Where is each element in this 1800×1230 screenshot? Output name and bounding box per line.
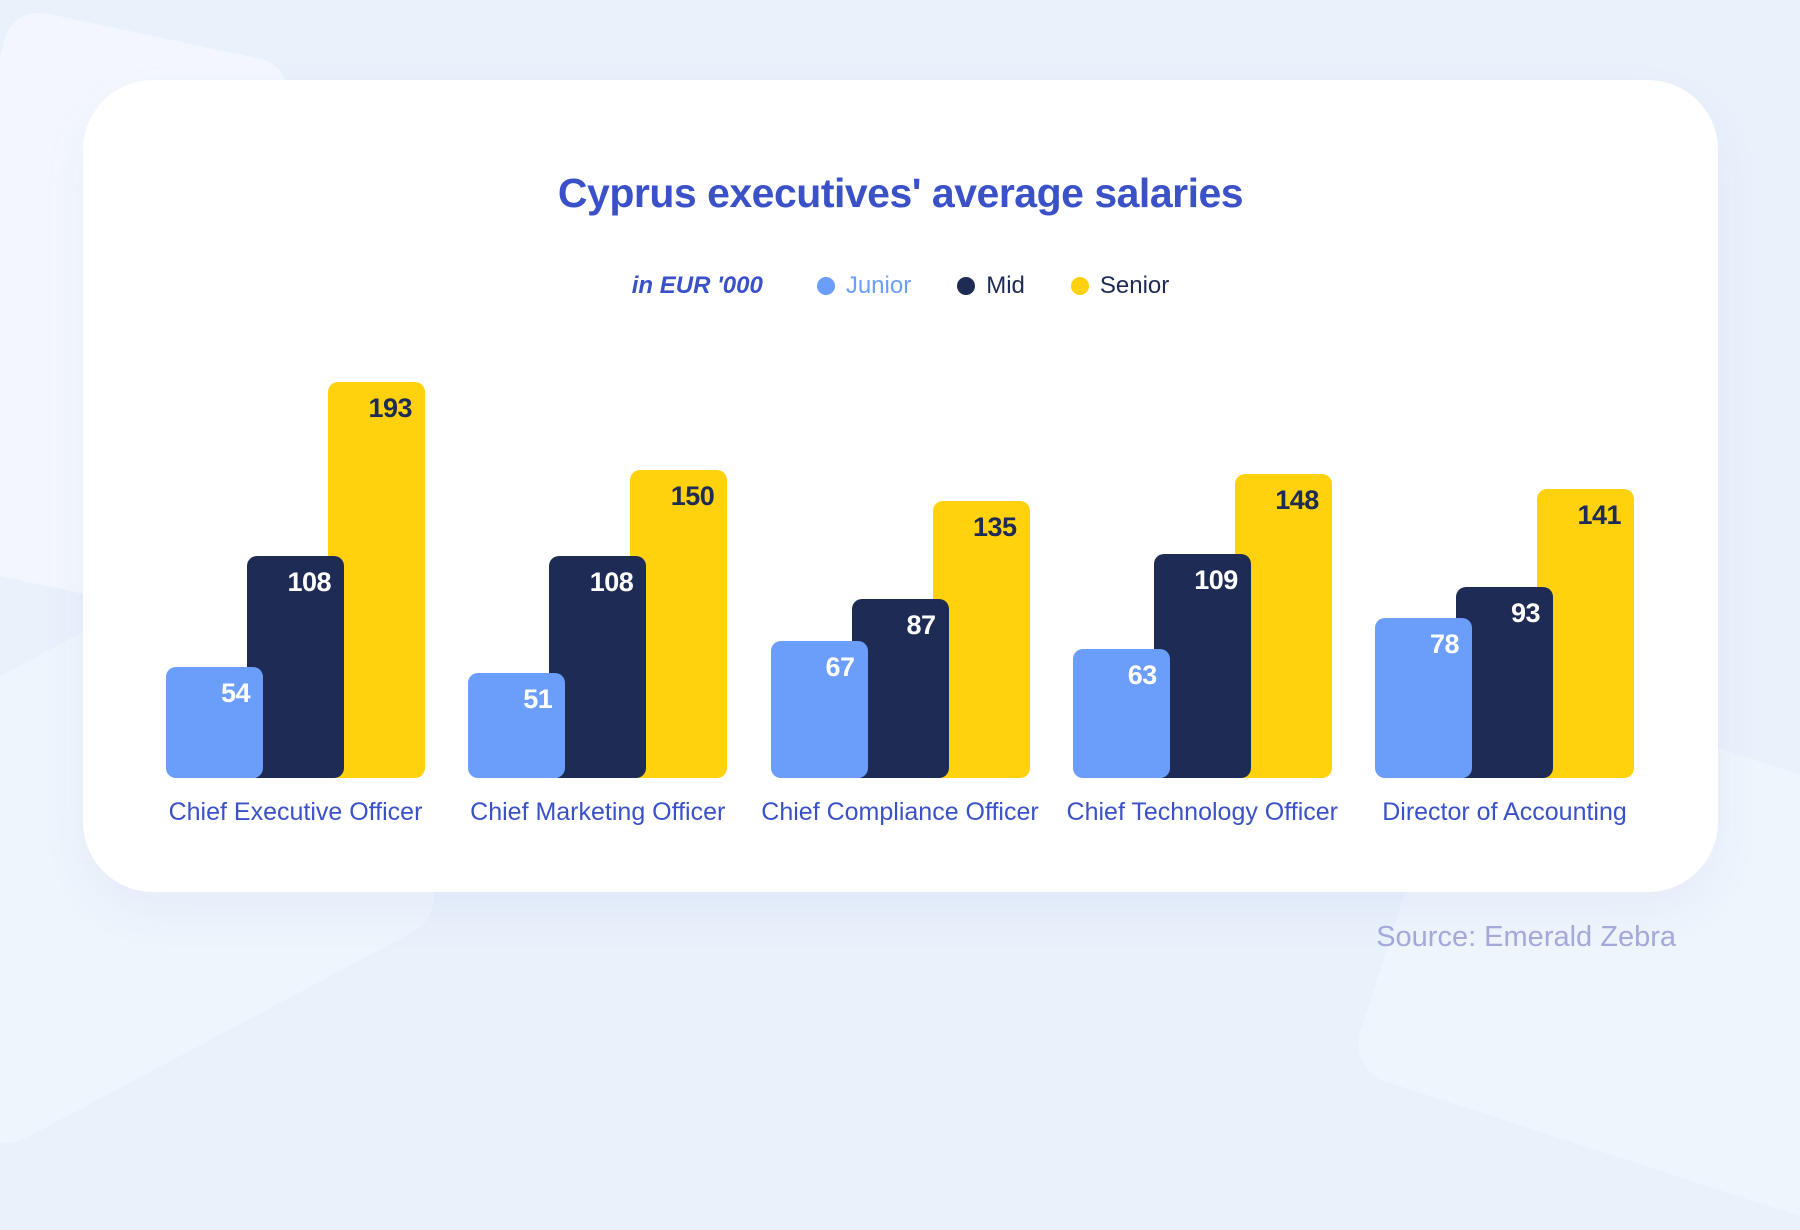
bar-value-label: 63 xyxy=(1127,660,1158,690)
category-label: Chief Executive Officer xyxy=(168,798,423,826)
legend-dot-senior xyxy=(1070,277,1089,295)
category-label: Chief Compliance Officer xyxy=(761,798,1039,826)
legend-label-junior: Junior xyxy=(845,272,912,299)
chart-card: Cyprus executives' average salaries in E… xyxy=(83,80,1718,892)
bar-junior: 78 xyxy=(1375,618,1472,778)
bar-mid: 108 xyxy=(549,556,647,778)
bar-junior: 67 xyxy=(770,641,868,778)
bar-mid: 87 xyxy=(851,599,949,778)
bar-value-label: 67 xyxy=(825,652,855,682)
bar-mid: 93 xyxy=(1456,587,1553,778)
legend-label-senior: Senior xyxy=(1099,272,1170,299)
legend-label-mid: Mid xyxy=(986,272,1025,299)
bar-mid: 109 xyxy=(1153,554,1251,778)
category-label: Director of Accounting xyxy=(1382,798,1627,826)
bar-group: 54 108 193 Chief Executive Officer xyxy=(166,382,425,826)
source-note: Source: Emerald Zebra xyxy=(1376,921,1676,953)
bar-junior: 51 xyxy=(468,673,566,778)
bar-value-label: 54 xyxy=(220,678,251,708)
bar-mid: 108 xyxy=(247,556,344,778)
bar-value-label: 78 xyxy=(1429,629,1460,659)
bar-value-label: 109 xyxy=(1194,565,1238,595)
bar-value-label: 93 xyxy=(1510,598,1541,628)
bar-junior: 54 xyxy=(166,667,263,778)
legend-item-senior: Senior xyxy=(1070,272,1170,300)
bar-senior: 135 xyxy=(932,501,1030,778)
page-background: { "title": "Cyprus executives' average s… xyxy=(83,80,1718,953)
bar-senior: 150 xyxy=(630,470,728,778)
chart-title: Cyprus executives' average salaries xyxy=(557,170,1244,216)
unit-note: in EUR '000 xyxy=(631,272,763,299)
bar-value-label: 108 xyxy=(287,567,331,597)
bar-group: 67 87 135 Chief Compliance Officer xyxy=(761,501,1039,826)
bar-junior: 63 xyxy=(1072,649,1170,778)
bar-value-label: 150 xyxy=(670,481,715,511)
legend-dot-junior xyxy=(816,277,835,295)
bar-value-label: 108 xyxy=(589,567,634,597)
legend-item-mid: Mid xyxy=(957,272,1025,300)
bar-value-label: 141 xyxy=(1577,500,1621,530)
bar-value-label: 148 xyxy=(1275,485,1319,515)
bar-value-label: 87 xyxy=(906,610,936,640)
bar-senior: 141 xyxy=(1537,489,1634,778)
bar-senior: 193 xyxy=(328,382,425,778)
bar-group: 78 93 141 Director of Accounting xyxy=(1375,489,1634,826)
bar-value-label: 51 xyxy=(523,684,553,714)
bar-senior: 148 xyxy=(1234,474,1332,778)
chart-groups: 54 108 193 Chief Executive Officer 51 108 150 C… xyxy=(166,382,1634,826)
category-label: Chief Marketing Officer xyxy=(470,798,726,826)
legend-dot-mid xyxy=(957,277,976,295)
bar-value-label: 135 xyxy=(972,512,1017,542)
bar-group: 63 109 148 Chief Technology Officer xyxy=(1067,474,1338,826)
bar-value-label: 193 xyxy=(368,393,412,423)
category-label: Chief Technology Officer xyxy=(1066,798,1338,826)
legend-item-junior: Junior xyxy=(816,272,912,300)
bar-group: 51 108 150 Chief Marketing Officer xyxy=(468,470,728,826)
chart-legend: in EUR '000 Junior Mid Senior xyxy=(83,272,1718,300)
